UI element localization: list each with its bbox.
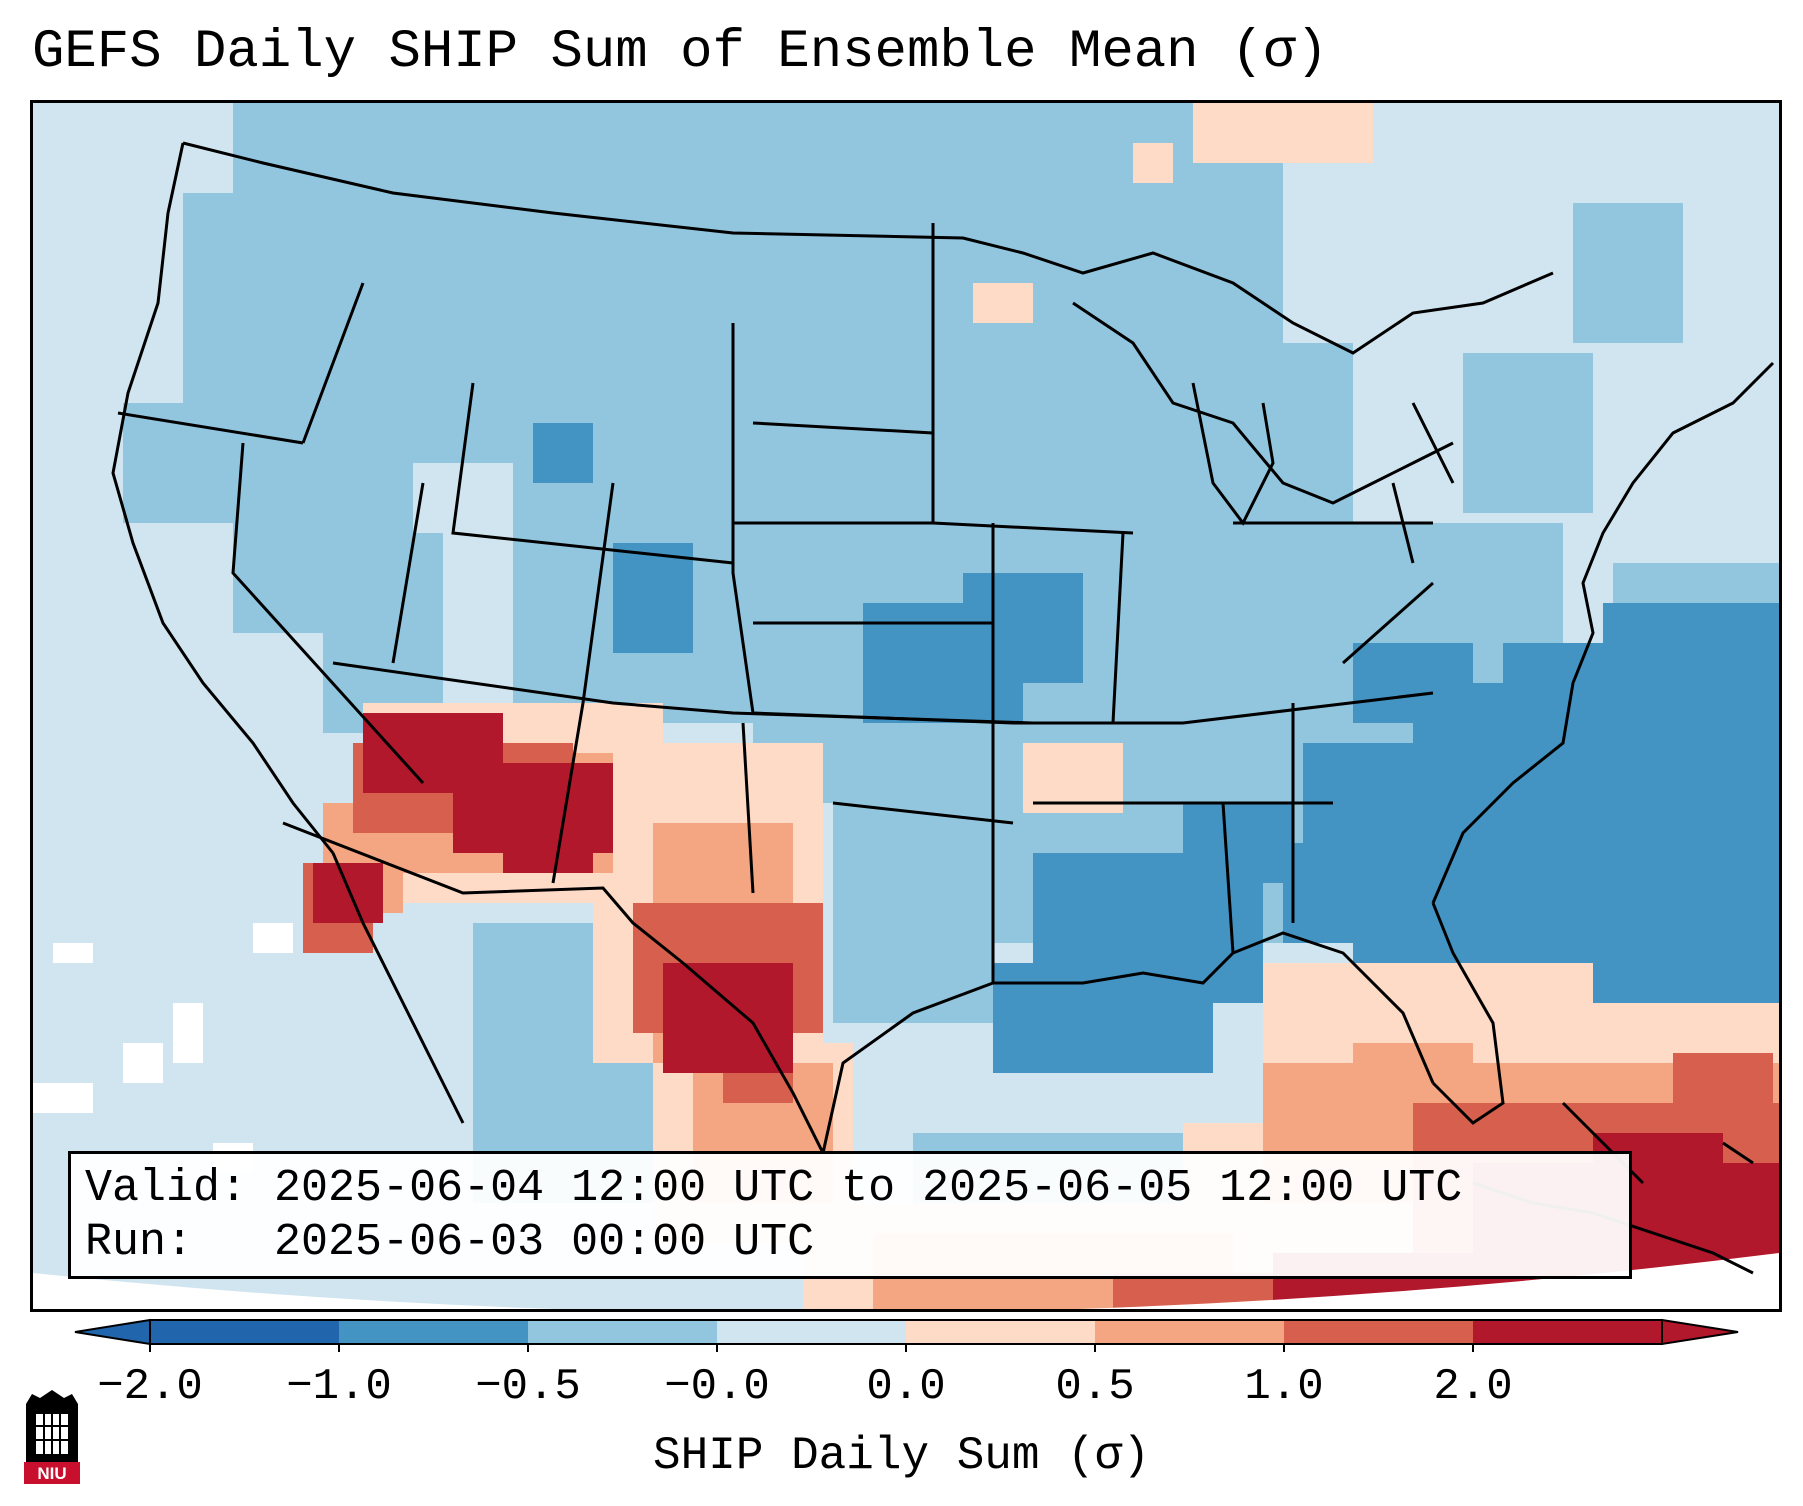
colorbar-tick-label: −2.0 bbox=[97, 1362, 203, 1412]
colorbar-tick-label: −0.5 bbox=[475, 1362, 581, 1412]
colorbar-bin bbox=[1284, 1320, 1474, 1344]
logo-text: NIU bbox=[37, 1464, 66, 1483]
colorbar-bin bbox=[528, 1320, 718, 1344]
colorbar-tick-label: −1.0 bbox=[286, 1362, 392, 1412]
projection-edge bbox=[33, 1253, 1779, 1309]
colorbar-label: SHIP Daily Sum (σ) bbox=[653, 1430, 1150, 1482]
niu-logo: NIU bbox=[24, 1390, 80, 1484]
validity-info-box: Valid: 2025-06-04 12:00 UTC to 2025-06-0… bbox=[68, 1151, 1632, 1279]
valid-label: Valid: bbox=[85, 1163, 248, 1214]
colorbar-bin bbox=[150, 1320, 340, 1344]
colorbar-tick-label: 0.5 bbox=[1055, 1362, 1135, 1412]
colorbar-tick-label: 2.0 bbox=[1433, 1362, 1513, 1412]
colorbar bbox=[74, 1318, 1739, 1352]
map-panel bbox=[30, 100, 1782, 1312]
chart-title: GEFS Daily SHIP Sum of Ensemble Mean (σ) bbox=[32, 22, 1329, 83]
run-label: Run: bbox=[85, 1217, 194, 1268]
boundary-lines bbox=[111, 141, 1775, 1154]
colorbar-bin bbox=[1095, 1320, 1285, 1344]
colorbar-bin bbox=[339, 1320, 529, 1344]
colorbar-tick-label: 0.0 bbox=[866, 1362, 946, 1412]
run-time: 2025-06-03 00:00 UTC bbox=[274, 1217, 815, 1268]
colorbar-max-extend bbox=[1661, 1318, 1739, 1346]
colorbar-tick-label: 1.0 bbox=[1244, 1362, 1324, 1412]
valid-time: 2025-06-04 12:00 UTC to 2025-06-05 12:00… bbox=[274, 1163, 1463, 1214]
colorbar-bin bbox=[717, 1320, 907, 1344]
anomaly-map bbox=[33, 103, 1779, 1309]
field-near-zero-white bbox=[33, 923, 293, 1173]
colorbar-tick-label: −0.0 bbox=[664, 1362, 770, 1412]
colorbar-bin bbox=[906, 1320, 1096, 1344]
colorbar-bin bbox=[1473, 1320, 1663, 1344]
colorbar-min-extend bbox=[74, 1318, 151, 1346]
